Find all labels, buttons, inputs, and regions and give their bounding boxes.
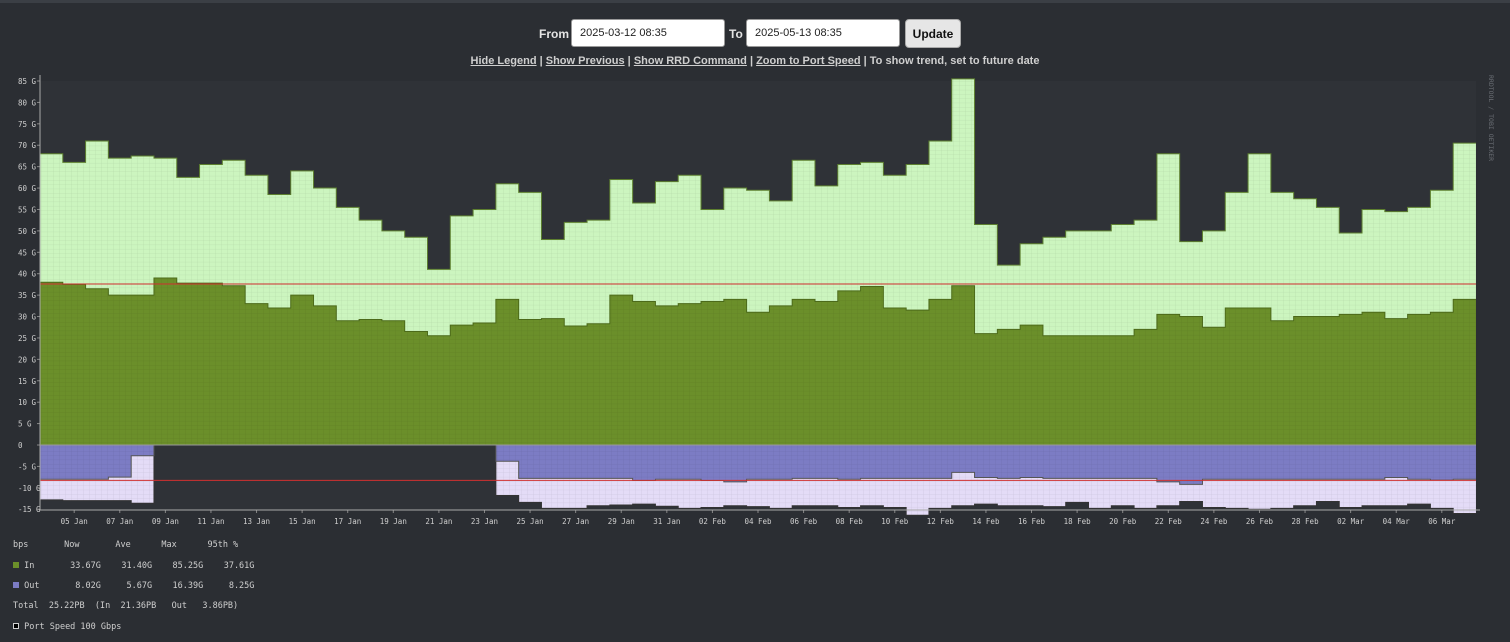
x-tick-label: 21 Jan: [425, 517, 452, 526]
x-tick-label: 05 Jan: [61, 517, 88, 526]
x-tick-label: 14 Feb: [972, 517, 1000, 526]
y-tick-label: 45 G: [18, 248, 37, 257]
date-range-form: From To Update: [0, 19, 1510, 49]
x-tick-label: 12 Feb: [927, 517, 955, 526]
show-previous-link[interactable]: Show Previous: [545, 55, 625, 67]
traffic-chart: 85 G 80 G 75 G 70 G 65 G 60 G 55 G 50 G 45 G 40 G…: [18, 75, 1495, 526]
y-tick-label: 0: [18, 441, 23, 450]
x-tick-label: 28 Feb: [1292, 517, 1320, 526]
x-tick-label: 17 Jan: [334, 517, 361, 526]
y-tick-label: 15 G: [18, 377, 37, 386]
y-tick-label: 55 G: [18, 205, 37, 214]
x-tick-label: 29 Jan: [608, 517, 635, 526]
y-tick-label: -5 G: [18, 462, 37, 471]
legend-out-row: Out 8.02G 5.67G 16.39G 8.25G: [13, 581, 254, 591]
x-tick-label: 31 Jan: [653, 517, 680, 526]
y-tick-label: 30 G: [18, 313, 37, 322]
in-area-grid: [40, 277, 1476, 445]
x-tick-label: 18 Feb: [1064, 517, 1092, 526]
y-tick-label: -15 G: [18, 505, 41, 514]
zoom-port-speed-link[interactable]: Zoom to Port Speed: [756, 55, 861, 67]
x-tick-label: 02 Feb: [699, 517, 727, 526]
to-date-input[interactable]: [746, 19, 900, 47]
top-border: [0, 0, 1510, 3]
x-tick-label: 20 Feb: [1109, 517, 1137, 526]
x-tick-label: 02 Mar: [1337, 517, 1365, 526]
y-tick-label: 25 G: [18, 334, 37, 343]
x-tick-label: 07 Jan: [106, 517, 133, 526]
out-area-grid: [40, 445, 1476, 485]
y-tick-label: 80 G: [18, 98, 37, 107]
x-tick-label: 25 Jan: [517, 517, 544, 526]
legend: bps Now Ave Max 95th % In 33.67G 31.40G …: [13, 530, 254, 642]
y-tick-label: 50 G: [18, 227, 37, 236]
legend-header: bps Now Ave Max 95th %: [13, 540, 239, 551]
in-total-line: [40, 78, 1476, 270]
port-speed-swatch: [13, 622, 19, 629]
graph-links: Hide Legend | Show Previous | Show RRD C…: [470, 55, 1040, 67]
x-tick-label: 09 Jan: [152, 517, 179, 526]
y-tick-label: 40 G: [18, 270, 37, 279]
update-button[interactable]: Update: [905, 19, 961, 48]
hide-legend-link[interactable]: Hide Legend: [470, 55, 537, 67]
y-tick-label: 5 G: [18, 420, 32, 429]
y-tick-label: -10 G: [18, 484, 41, 493]
in-swatch: [13, 561, 19, 568]
rrdtool-watermark: RRDTOOL / TOBI OETIKER: [1487, 75, 1495, 161]
x-tick-label: 19 Jan: [380, 517, 407, 526]
x-tick-label: 04 Mar: [1383, 517, 1411, 526]
x-tick-label: 08 Feb: [836, 517, 864, 526]
y-tick-label: 20 G: [18, 355, 37, 364]
x-tick-label: 22 Feb: [1155, 517, 1183, 526]
trend-note: | To show trend, set to future date: [863, 55, 1040, 67]
to-label: To: [729, 27, 743, 41]
y-tick-label: 70 G: [18, 141, 37, 150]
x-tick-label: 13 Jan: [243, 517, 270, 526]
y-tick-label: 60 G: [18, 184, 37, 193]
y-tick-label: 85 G: [18, 77, 37, 86]
x-tick-label: 15 Jan: [289, 517, 316, 526]
y-tick-label: 10 G: [18, 398, 37, 407]
x-tick-label: 06 Feb: [790, 517, 818, 526]
in-area-line: [40, 277, 1476, 337]
x-tick-label: 23 Jan: [471, 517, 498, 526]
x-tick-label: 16 Feb: [1018, 517, 1046, 526]
y-tick-label: 75 G: [18, 120, 37, 129]
legend-port-row: Port Speed 100 Gbps: [13, 622, 254, 632]
y-tick-label: 35 G: [18, 291, 37, 300]
x-tick-label: 24 Feb: [1200, 517, 1228, 526]
from-label: From: [539, 27, 569, 41]
x-tick-label: 26 Feb: [1246, 517, 1274, 526]
x-tick-label: 27 Jan: [562, 517, 589, 526]
x-tick-label: 06 Mar: [1428, 517, 1456, 526]
y-tick-label: 65 G: [18, 163, 37, 172]
legend-total-row: Total 25.22PB (In 21.36PB Out 3.86PB): [13, 601, 239, 612]
out-swatch: [13, 582, 19, 589]
x-tick-label: 11 Jan: [197, 517, 224, 526]
from-date-input[interactable]: [571, 19, 725, 47]
legend-in-row: In 33.67G 31.40G 85.25G 37.61G: [13, 561, 254, 571]
x-tick-label: 10 Feb: [881, 517, 909, 526]
show-rrd-command-link[interactable]: Show RRD Command: [633, 55, 747, 67]
x-tick-label: 04 Feb: [744, 517, 772, 526]
